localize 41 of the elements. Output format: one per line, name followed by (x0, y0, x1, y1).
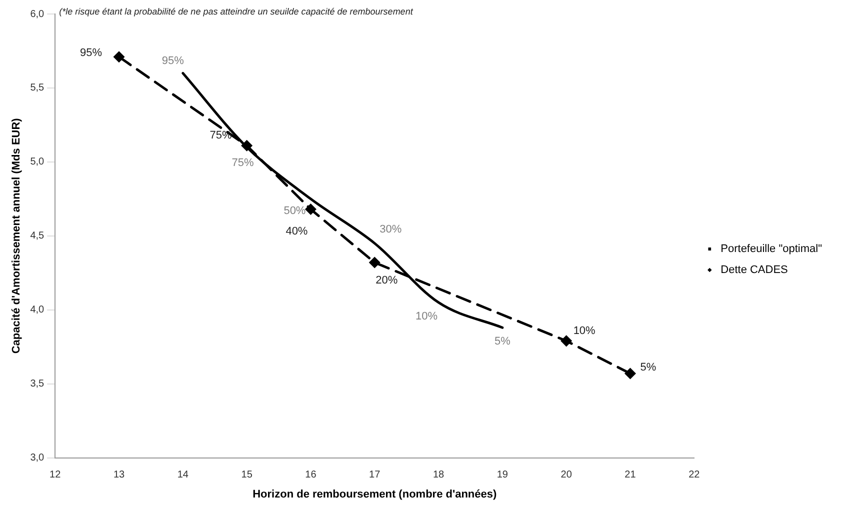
x-tick-label: 17 (369, 470, 381, 481)
annotation: 75% (210, 130, 232, 142)
x-tick-label: 15 (241, 470, 253, 481)
x-tick-label: 21 (624, 470, 636, 481)
annotation: 10% (416, 310, 438, 322)
annotation: 30% (380, 223, 402, 236)
y-tick-label: 3,0 (30, 452, 45, 464)
point (305, 204, 316, 215)
annotation: 75% (232, 157, 254, 170)
annotation: 10% (573, 324, 596, 337)
x-tick-label: 13 (113, 470, 126, 481)
annotation: 95% (80, 46, 102, 59)
point (369, 257, 380, 268)
x-tick-label: 12 (50, 470, 62, 481)
x-tick-label: 16 (305, 470, 317, 481)
y-tick-label: 5,0 (30, 156, 45, 168)
y-axis-title: Capacité d'Amortissement annuel (Mds EUR) (10, 118, 23, 354)
y-tick-label: 5,5 (30, 82, 45, 94)
x-tick-label: 14 (177, 470, 189, 481)
x-axis-title: Horizon de remboursement (nombre d'années) (252, 488, 497, 500)
x-tick-label: 20 (560, 470, 572, 481)
y-tick-label: 3,5 (30, 378, 45, 390)
annotation: 40% (286, 225, 308, 238)
annotation: 95% (162, 55, 184, 68)
point (114, 52, 124, 62)
annotation: 20% (376, 274, 398, 287)
legend-label: Dette CADES (720, 264, 788, 276)
x-tick-label: 22 (688, 470, 700, 481)
x-tick-label: 18 (432, 470, 445, 481)
annotation: 5% (640, 362, 656, 374)
point (624, 368, 636, 379)
x-tick-label: 19 (496, 470, 508, 481)
y-tick-label: 4,0 (30, 304, 45, 316)
annotation: 5% (494, 336, 511, 348)
y-tick-label: 4,5 (30, 230, 45, 242)
annotation: 50% (284, 204, 306, 217)
annotation: (*le risque étant la probabilité de ne pas atteindre un seuilde capacité de remboursement (59, 6, 414, 16)
point (561, 336, 572, 346)
line-series (182, 72, 504, 329)
legend-label: Portefeuille "optimal" (720, 243, 822, 256)
y-tick-label: 6,0 (30, 8, 45, 20)
